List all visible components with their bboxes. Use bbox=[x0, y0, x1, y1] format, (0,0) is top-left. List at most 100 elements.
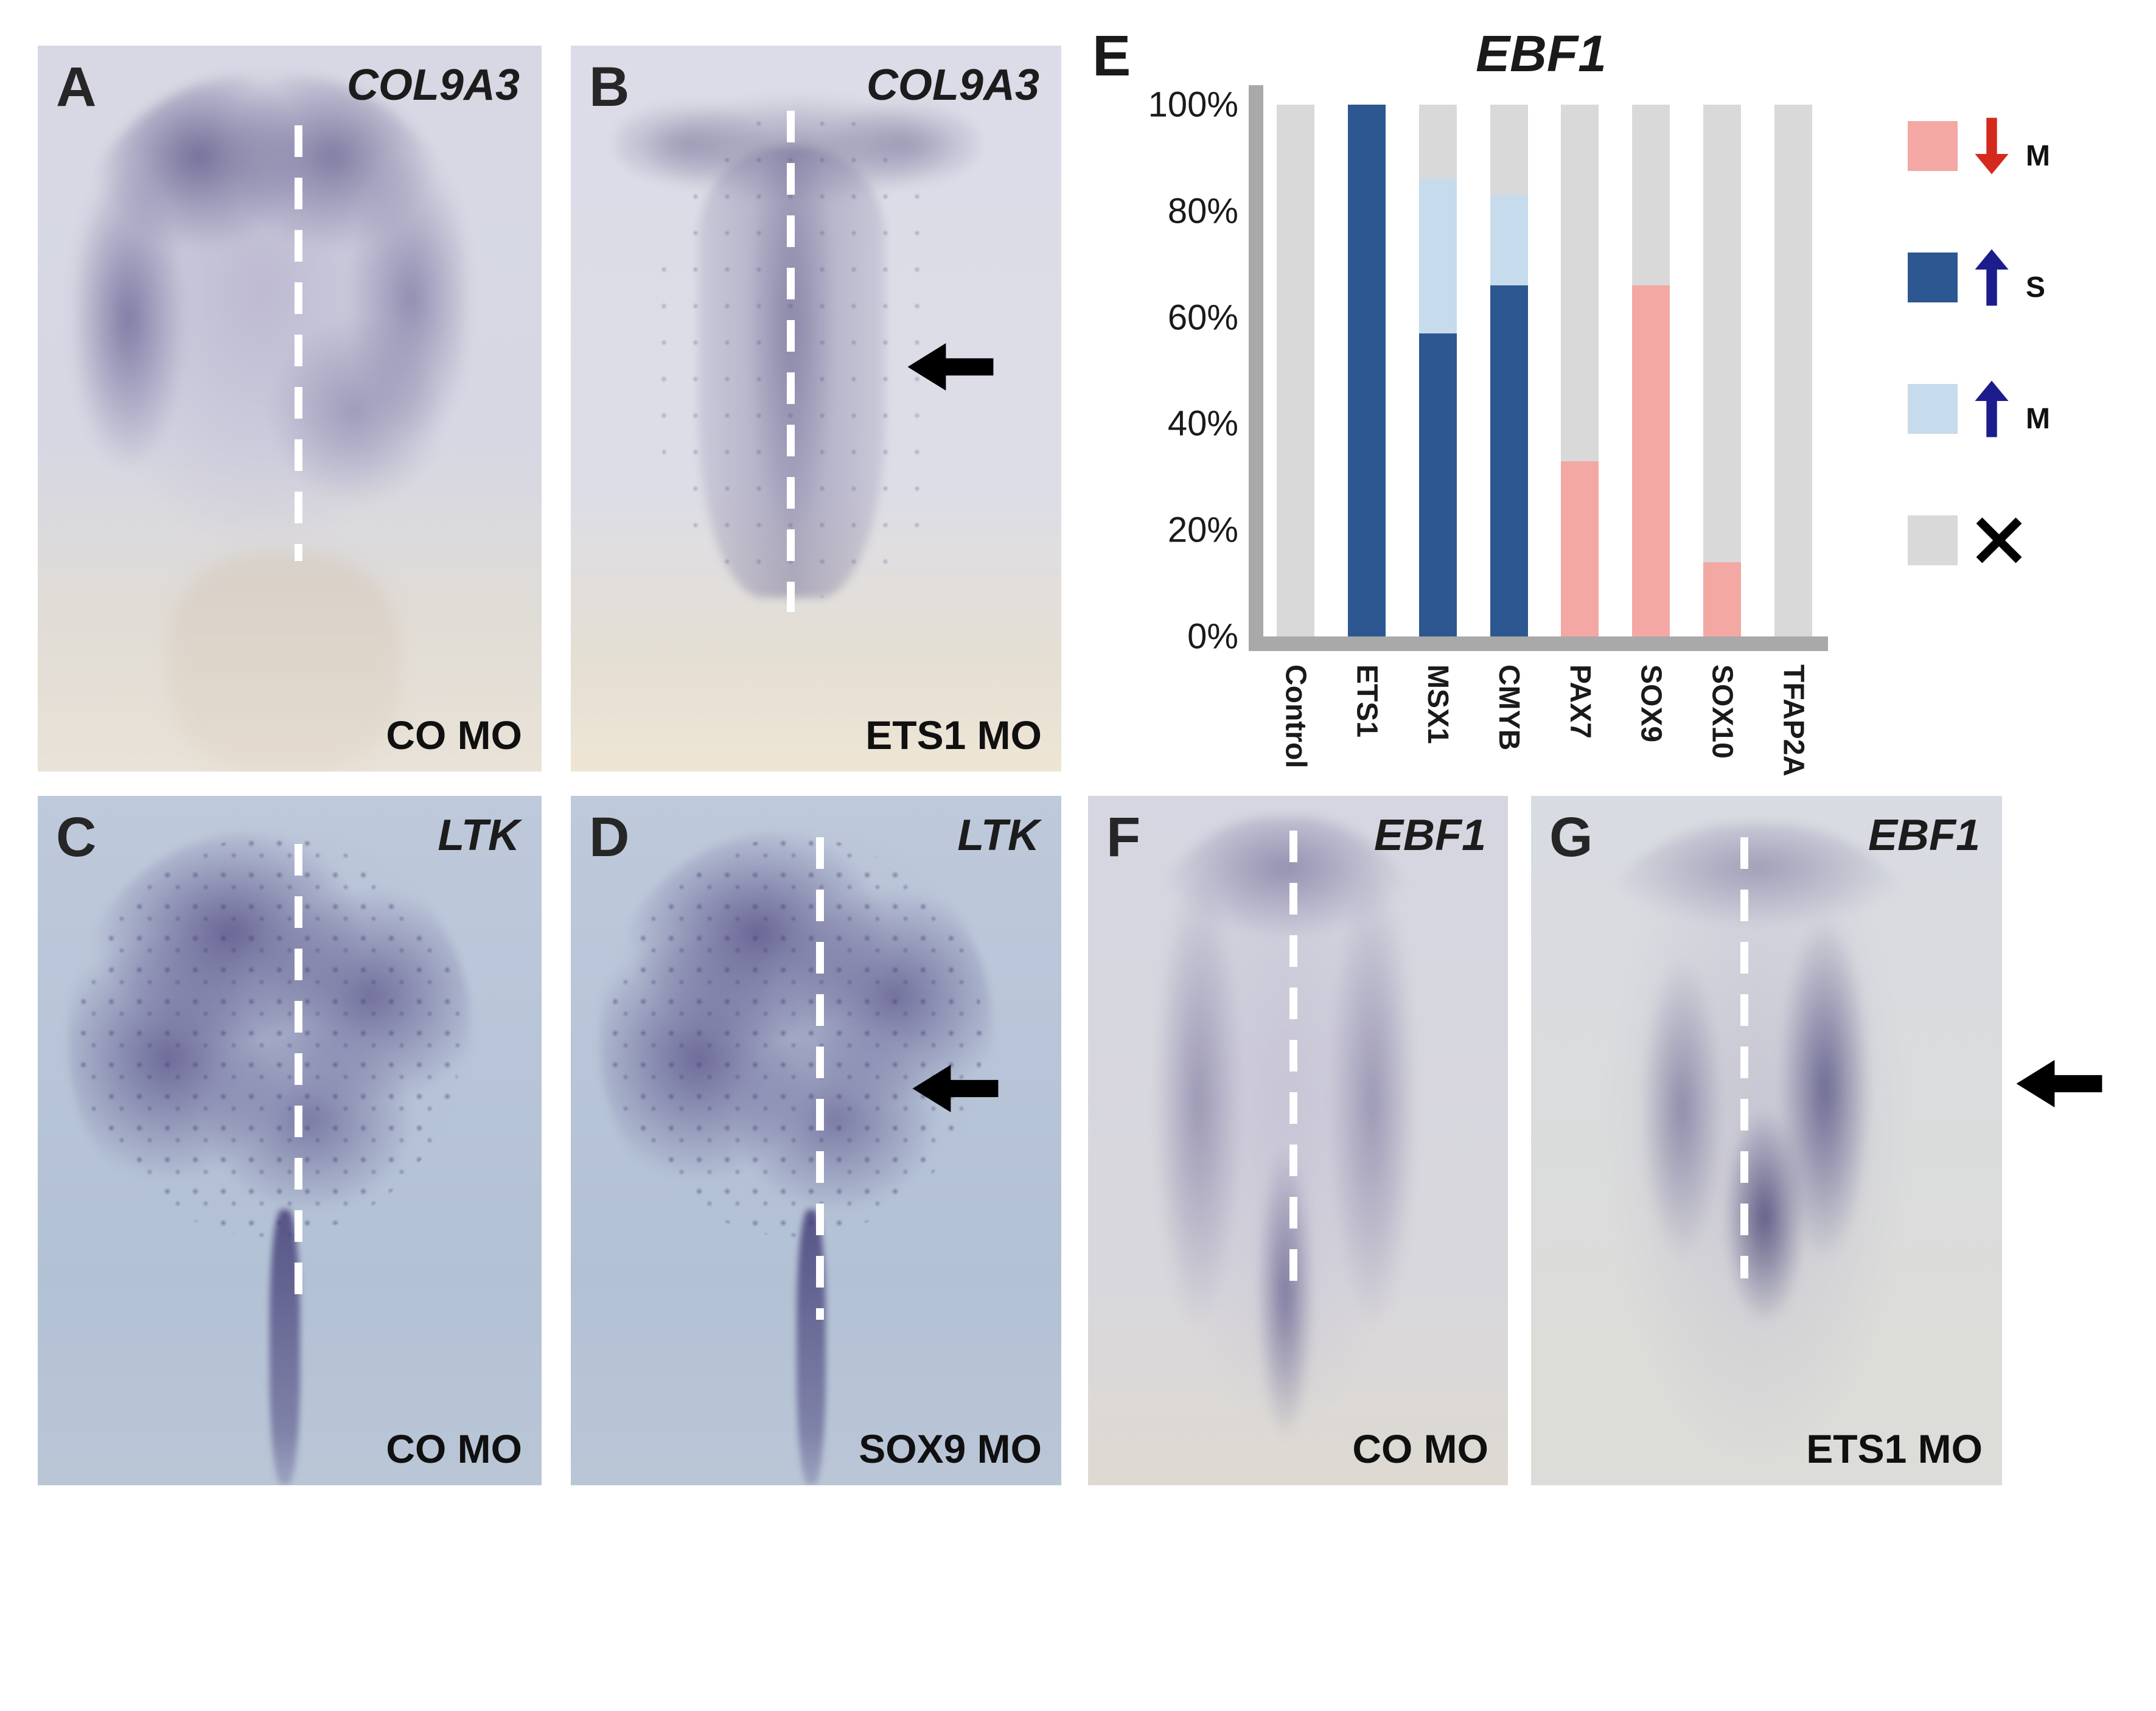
x-axis bbox=[1249, 636, 1828, 651]
category-label: Control bbox=[1279, 664, 1312, 768]
panel-a: A COL9A3 CO MO bbox=[38, 46, 542, 772]
midline-dashed bbox=[1289, 830, 1298, 1300]
segment-increase-moderate bbox=[1418, 179, 1457, 333]
bar-sox10: SOX10 bbox=[1703, 105, 1742, 759]
y-ticks: 100% 80% 60% 40% 20% 0% bbox=[1101, 85, 1238, 657]
treatment-label: CO MO bbox=[386, 1426, 522, 1471]
category-label: CMYB bbox=[1493, 664, 1526, 751]
gene-label: COL9A3 bbox=[346, 61, 520, 110]
legend-label: M bbox=[2026, 140, 2050, 172]
gene-label: COL9A3 bbox=[866, 61, 1039, 110]
category-label: PAX7 bbox=[1563, 664, 1596, 739]
up-arrow-icon bbox=[1973, 377, 2010, 441]
panel-letter: G bbox=[1549, 806, 1593, 868]
category-label: SOX10 bbox=[1706, 664, 1739, 759]
y-axis bbox=[1249, 85, 1263, 651]
segment-decrease-moderate bbox=[1703, 562, 1742, 636]
segment-no-change bbox=[1418, 105, 1457, 179]
segment-no-change bbox=[1774, 105, 1812, 636]
left-arrow-icon bbox=[2013, 1060, 2105, 1107]
chart-legend: M S M bbox=[1908, 114, 2050, 572]
legend-swatch bbox=[1908, 515, 1958, 565]
treatment-label: ETS1 MO bbox=[865, 713, 1042, 758]
embryo-speckle bbox=[610, 837, 983, 1238]
treatment-label: CO MO bbox=[386, 713, 522, 758]
y-tick-label: 80% bbox=[1167, 191, 1238, 231]
embryo-speckle bbox=[659, 118, 944, 598]
segment-increase-moderate bbox=[1490, 195, 1528, 286]
treatment-label: SOX9 MO bbox=[859, 1426, 1042, 1471]
legend-label: M bbox=[2026, 403, 2050, 435]
legend-item: M bbox=[1908, 377, 2050, 441]
panel-letter: D bbox=[589, 806, 630, 868]
panel-letter: B bbox=[589, 56, 630, 118]
panel-c: C LTK CO MO bbox=[38, 796, 542, 1485]
segment-increase-strong bbox=[1418, 333, 1457, 636]
gene-label: LTK bbox=[957, 811, 1039, 860]
segment-no-change bbox=[1490, 105, 1528, 195]
treatment-label: ETS1 MO bbox=[1806, 1426, 1983, 1471]
panel-b: B COL9A3 ETS1 MO bbox=[571, 46, 1061, 772]
bar-pax7: PAX7 bbox=[1561, 105, 1599, 739]
segment-decrease-moderate bbox=[1632, 285, 1670, 636]
embryo-image bbox=[1130, 816, 1441, 1451]
y-tick-label: 0% bbox=[1187, 616, 1238, 657]
left-arrow-icon bbox=[909, 1064, 1002, 1112]
legend-swatch bbox=[1908, 384, 1958, 434]
bar-tfap2a: TFAP2A bbox=[1774, 105, 1812, 776]
legend-swatch bbox=[1908, 253, 1958, 302]
chart-title: EBF1 bbox=[1476, 25, 1607, 82]
legend-item bbox=[1908, 509, 2050, 572]
bars: Control ETS1 MSX1 CMYB PAX7 SOX9 SOX10 TFAP2A bbox=[1277, 105, 1812, 776]
legend-item: M bbox=[1908, 114, 2050, 178]
segment-decrease-moderate bbox=[1561, 461, 1599, 636]
y-tick-label: 100% bbox=[1148, 85, 1238, 125]
panel-f: F EBF1 CO MO bbox=[1088, 796, 1508, 1485]
midline-dashed bbox=[786, 111, 795, 612]
segment-no-change bbox=[1277, 105, 1314, 636]
panel-letter: C bbox=[56, 806, 97, 868]
midline-dashed bbox=[816, 837, 824, 1320]
panel-g: G EBF1 ETS1 MO bbox=[1531, 796, 2002, 1485]
segment-no-change bbox=[1703, 105, 1742, 562]
segment-increase-strong bbox=[1347, 105, 1386, 636]
up-arrow-icon bbox=[1973, 246, 2010, 309]
left-arrow-icon bbox=[904, 343, 997, 391]
embryo-tail bbox=[169, 554, 401, 772]
bar-control: Control bbox=[1277, 105, 1314, 768]
midline-dashed bbox=[1740, 837, 1749, 1279]
treatment-label: CO MO bbox=[1352, 1426, 1488, 1471]
embryo-image bbox=[72, 74, 466, 583]
panel-d: D LTK SOX9 MO bbox=[571, 796, 1061, 1485]
bar-msx1: MSX1 bbox=[1418, 105, 1457, 744]
bar-sox9: SOX9 bbox=[1632, 105, 1670, 742]
legend-label: S bbox=[2026, 271, 2046, 304]
cross-icon bbox=[1973, 515, 2025, 566]
category-label: TFAP2A bbox=[1777, 664, 1810, 777]
y-tick-label: 40% bbox=[1167, 403, 1238, 444]
gene-label: EBF1 bbox=[1373, 811, 1486, 860]
midline-dashed bbox=[295, 125, 303, 562]
embryo-speckle bbox=[78, 837, 461, 1238]
segment-no-change bbox=[1561, 105, 1599, 461]
bar-cmyb: CMYB bbox=[1490, 105, 1528, 750]
category-label: SOX9 bbox=[1634, 664, 1667, 743]
gene-label: LTK bbox=[438, 811, 520, 860]
y-tick-label: 20% bbox=[1167, 510, 1238, 550]
category-label: MSX1 bbox=[1422, 664, 1454, 744]
panel-letter: A bbox=[56, 56, 97, 118]
panel-letter: F bbox=[1106, 806, 1141, 868]
midline-dashed bbox=[295, 844, 303, 1300]
legend-item: S bbox=[1908, 246, 2050, 309]
category-label: ETS1 bbox=[1350, 664, 1383, 738]
gene-label: EBF1 bbox=[1868, 811, 1980, 860]
embryo-image bbox=[1568, 823, 1946, 1458]
legend-swatch bbox=[1908, 121, 1958, 171]
segment-increase-strong bbox=[1490, 285, 1528, 636]
down-arrow-icon bbox=[1973, 114, 2010, 178]
panel-letter: E bbox=[1092, 24, 1131, 88]
y-tick-label: 60% bbox=[1167, 298, 1238, 338]
segment-no-change bbox=[1632, 105, 1670, 286]
bar-ets1: ETS1 bbox=[1347, 105, 1386, 737]
